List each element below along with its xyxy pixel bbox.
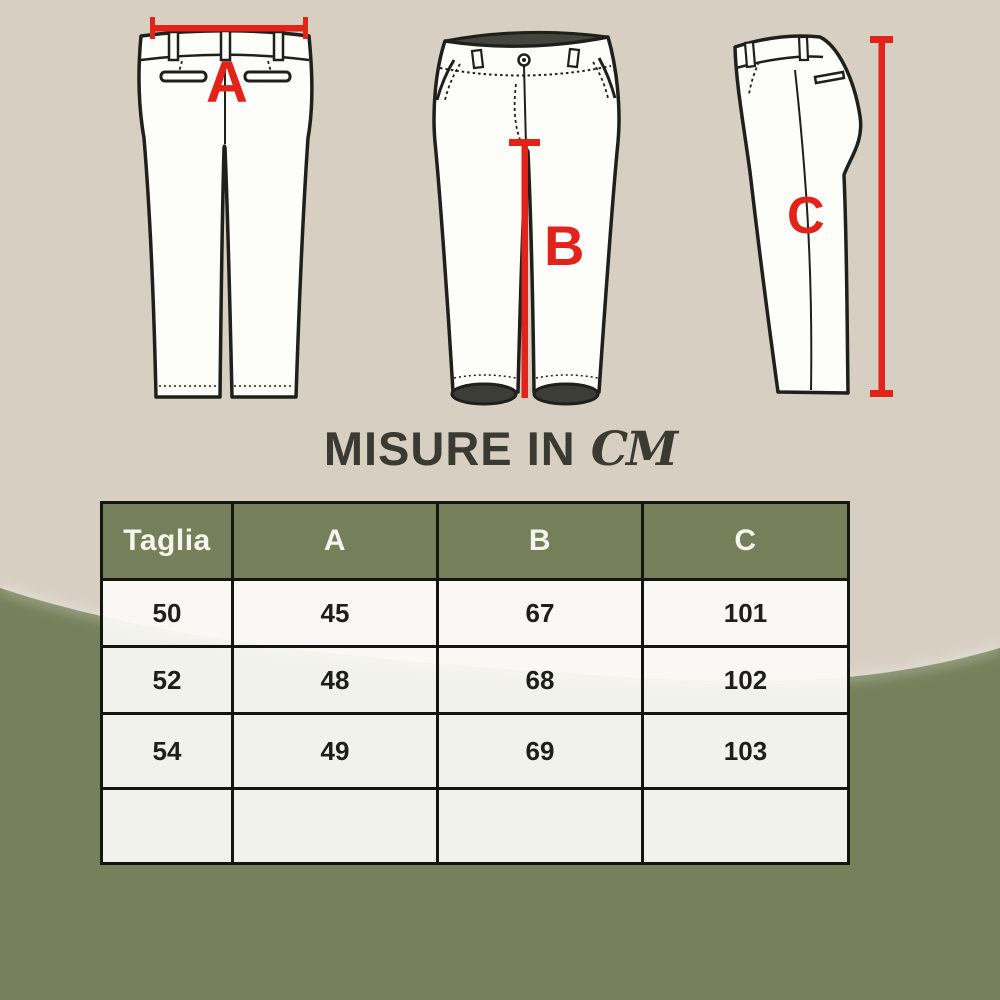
hem-opening-right — [532, 382, 600, 406]
waistband-interior — [444, 30, 609, 48]
cell-b: 68 — [436, 645, 644, 715]
cell-taglia — [100, 787, 234, 865]
pants-front-outline — [432, 35, 621, 394]
pants-back-outline — [137, 29, 314, 399]
cell-b: 69 — [436, 712, 644, 790]
table-row-empty — [100, 787, 850, 865]
header-taglia: Taglia — [100, 501, 234, 581]
measure-a-cap-left — [150, 17, 155, 39]
side-seam-crease — [794, 69, 813, 391]
hem-opening-left — [450, 382, 518, 406]
back-pocket-welt — [813, 70, 846, 85]
belt-loop — [470, 48, 485, 70]
side-pocket-left-stitch — [444, 63, 461, 101]
title-unit-text: CM — [590, 422, 678, 477]
pants-side-outline — [733, 34, 863, 395]
measure-b-cap-top — [509, 139, 540, 146]
cell-b — [436, 787, 644, 865]
measure-a-cap-right — [303, 17, 308, 39]
title-main-text: MISURE IN — [323, 422, 576, 475]
measure-c-bar — [878, 41, 885, 393]
fly-stitch — [513, 83, 522, 143]
dart-stitch — [178, 60, 272, 73]
side-pocket-right-stitch — [592, 61, 609, 99]
measure-c-cap-bottom — [870, 390, 893, 397]
cell-a: 48 — [231, 645, 439, 715]
back-pocket-right — [243, 70, 292, 83]
belt-loop — [272, 30, 285, 62]
side-pocket-right — [597, 57, 617, 99]
waistband-seam — [735, 55, 824, 70]
measure-c-cap-top — [870, 36, 893, 43]
header-a: A — [231, 501, 439, 581]
table-row: 50 45 67 101 — [100, 578, 850, 648]
waist-button-center — [522, 58, 526, 62]
header-b: B — [436, 501, 644, 581]
cell-b: 67 — [436, 578, 644, 648]
belt-loop — [797, 35, 810, 62]
pants-side-view-diagram — [733, 34, 893, 397]
measure-label-b: B — [544, 214, 585, 277]
hem-stitch — [453, 374, 599, 379]
belt-loop — [566, 47, 581, 69]
measure-b-bar — [521, 142, 528, 398]
pants-front-view-diagram — [432, 30, 621, 406]
center-front-seam — [523, 65, 527, 147]
belt-loop — [743, 40, 757, 69]
cell-a — [231, 787, 439, 865]
table-row: 52 48 68 102 — [100, 645, 850, 715]
cell-a: 49 — [231, 712, 439, 790]
cell-taglia: 52 — [100, 645, 234, 715]
belt-loop — [167, 30, 180, 62]
cell-a: 45 — [231, 578, 439, 648]
table-header-row: Taglia A B C — [100, 501, 850, 581]
cell-taglia: 54 — [100, 712, 234, 790]
cell-taglia: 50 — [100, 578, 234, 648]
front-pocket-stitch — [748, 61, 760, 95]
cell-c: 101 — [641, 578, 850, 648]
back-pocket-left — [159, 70, 208, 83]
measure-a-bar — [152, 25, 306, 32]
measure-label-c: C — [787, 187, 825, 245]
cell-c — [641, 787, 850, 865]
cell-c: 102 — [641, 645, 850, 715]
cell-c: 103 — [641, 712, 850, 790]
table-row: 54 49 69 103 — [100, 712, 850, 790]
pants-back-view-diagram — [137, 17, 314, 399]
page-title: MISURE IN CM — [0, 421, 1000, 477]
size-table: Taglia A B C 50 45 67 101 52 48 68 102 5… — [100, 501, 850, 865]
header-c: C — [641, 501, 850, 581]
measure-label-a: A — [206, 50, 248, 115]
side-pocket-left — [435, 59, 456, 101]
